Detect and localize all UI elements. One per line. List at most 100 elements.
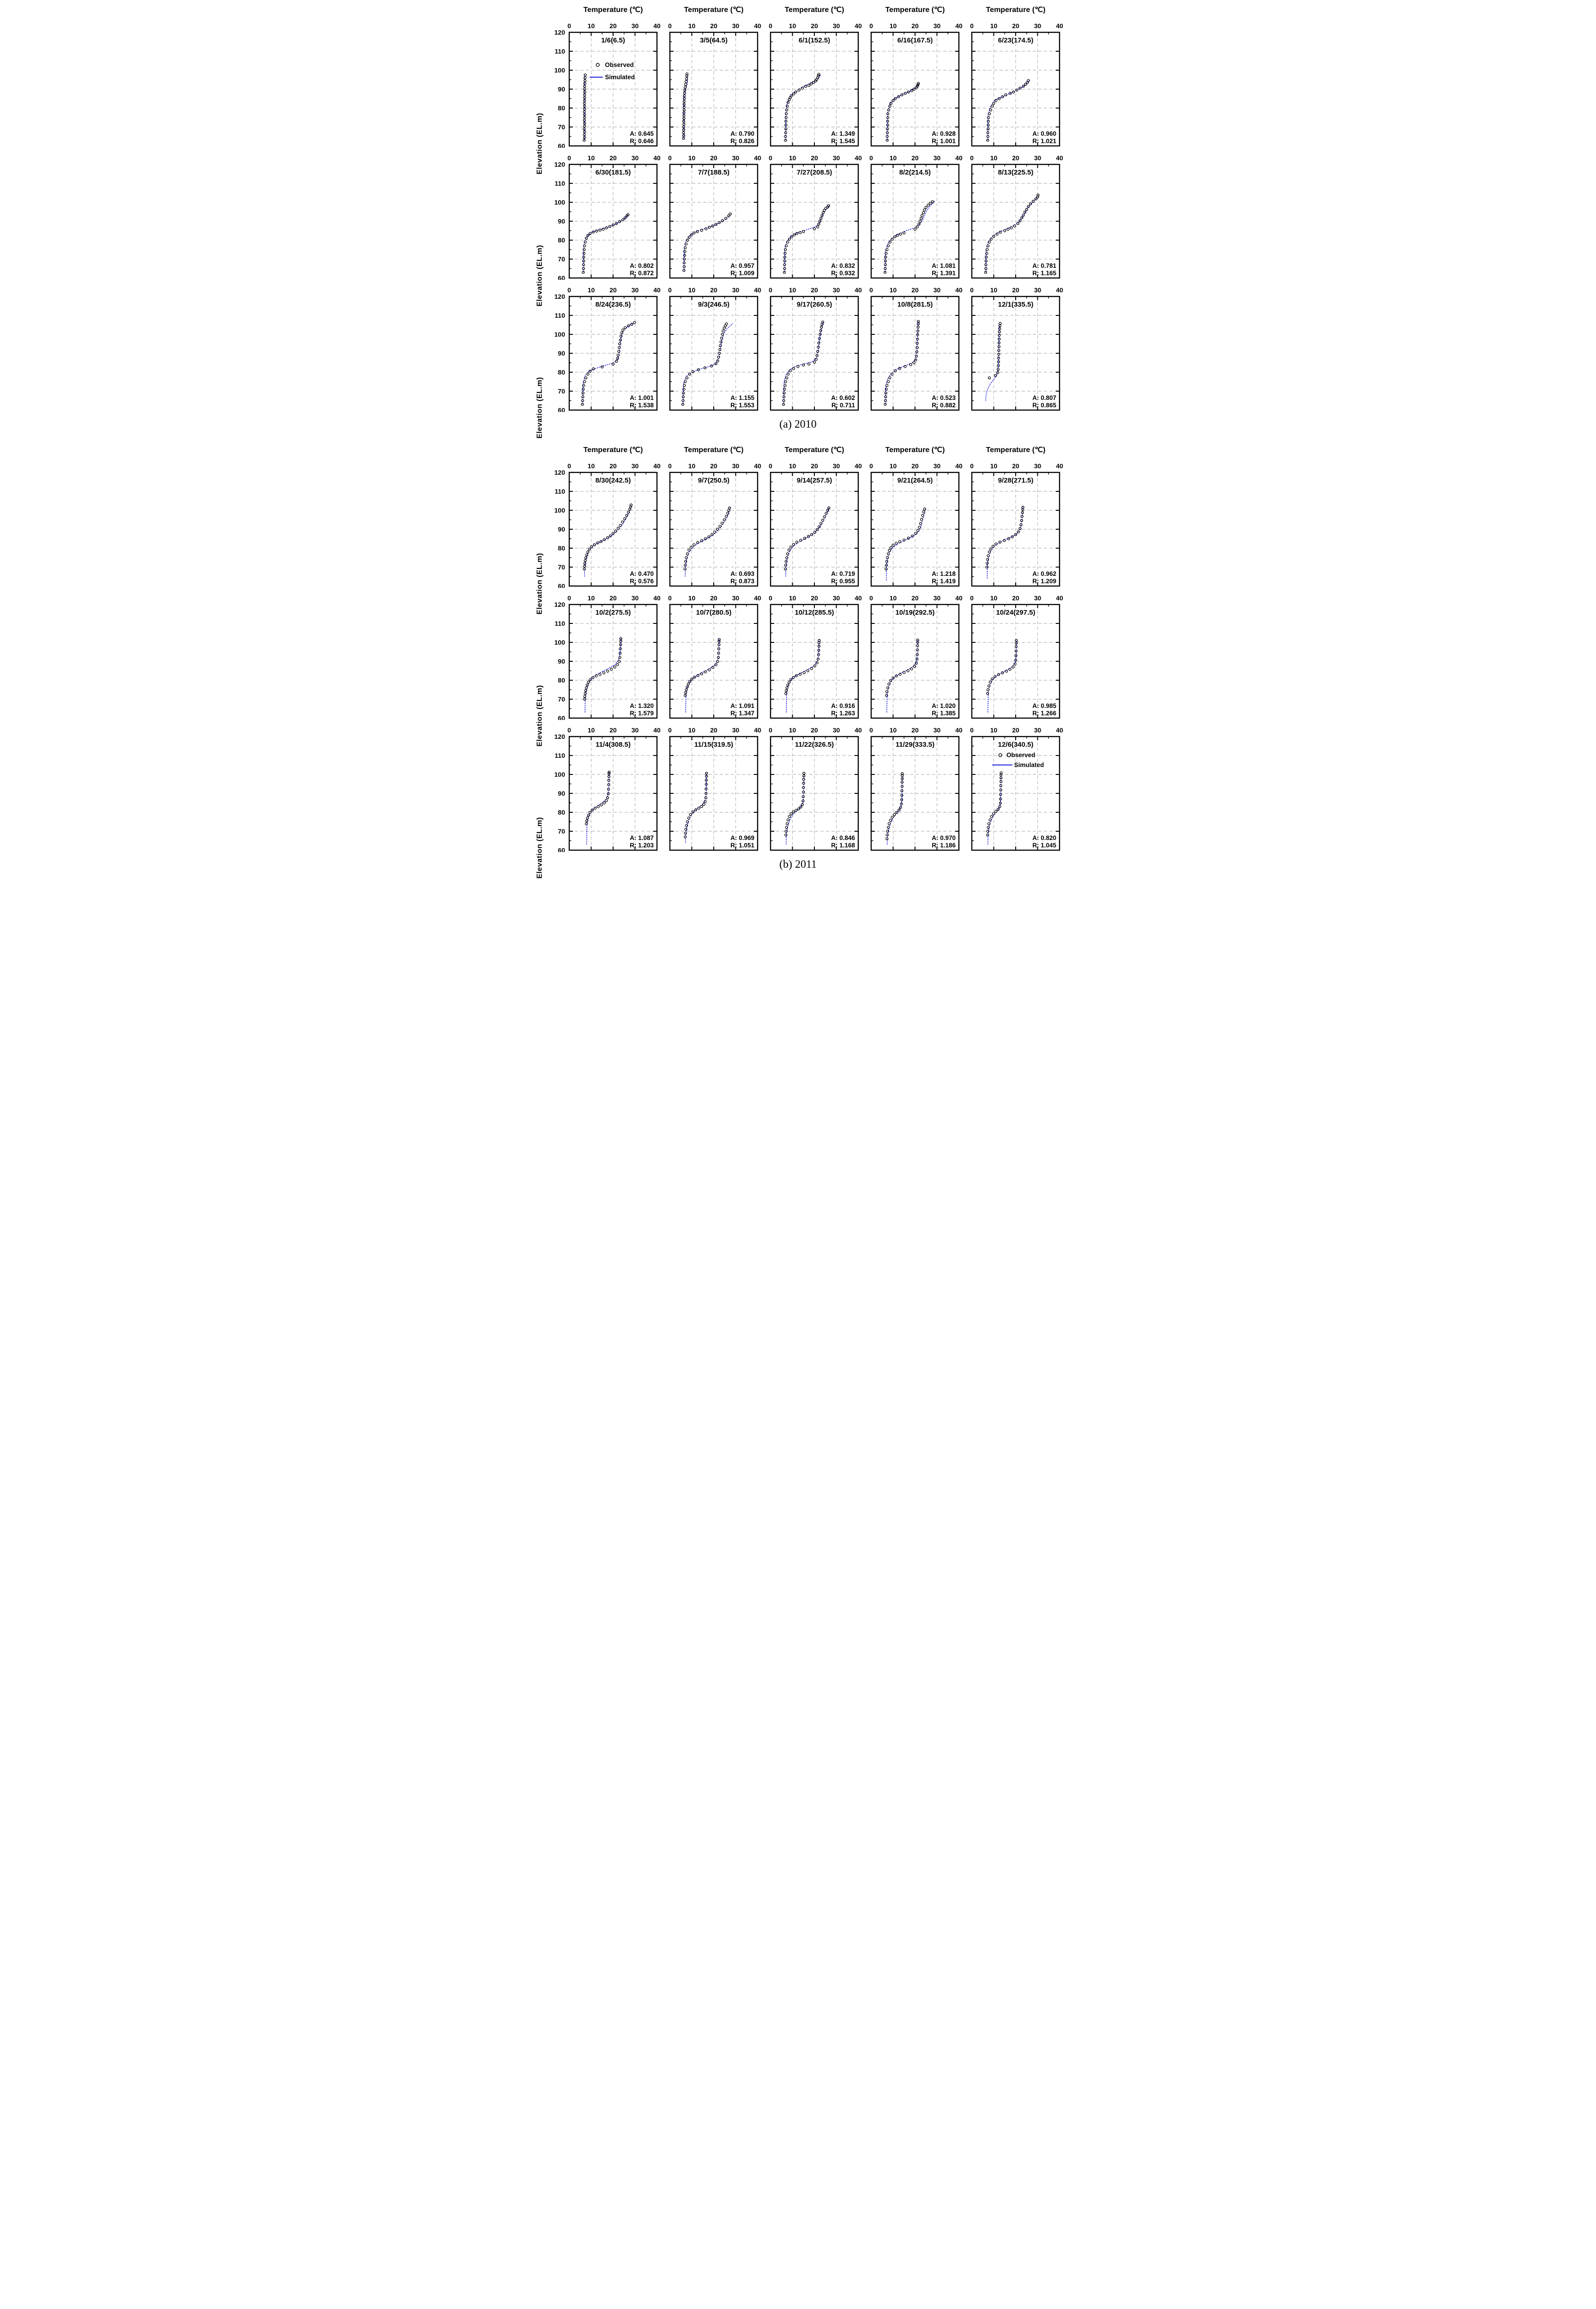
observed-point xyxy=(885,248,888,251)
observed-point xyxy=(992,235,995,238)
observed-point xyxy=(987,116,990,119)
axis-text: 80 xyxy=(558,677,565,684)
axis-text: A: 1.001 xyxy=(630,394,654,401)
axis-text: R: 0.872 xyxy=(630,270,654,277)
axis-text: Temperature (℃) xyxy=(784,6,844,14)
axis-text: 30 xyxy=(832,462,840,470)
observed-point xyxy=(786,101,789,104)
observed-point xyxy=(584,822,588,825)
observed-point xyxy=(585,553,588,556)
observed-point xyxy=(885,131,889,134)
axis-text: 10 xyxy=(889,462,897,470)
plot-frame xyxy=(971,736,1060,851)
observed-point xyxy=(999,780,1002,783)
observed-point xyxy=(918,219,921,223)
axis-text: Temperature (℃) xyxy=(986,6,1045,14)
observed-point xyxy=(784,689,788,692)
simulated-line xyxy=(886,640,918,713)
observed-point xyxy=(921,211,925,214)
observed-point xyxy=(1021,85,1025,88)
observed-point xyxy=(683,88,686,92)
observed-point xyxy=(997,338,1001,341)
axis-text: 10 xyxy=(789,286,796,294)
observed-point xyxy=(692,231,695,235)
observed-point xyxy=(685,376,688,380)
observed-point xyxy=(785,108,788,112)
observed-point xyxy=(906,669,909,672)
observed-point xyxy=(691,810,694,814)
axis-text: 3/5(64.5) xyxy=(699,36,727,44)
axis-text: R: 1.391 xyxy=(932,270,956,277)
observed-point xyxy=(994,374,997,377)
axis-text: R: 0.865 xyxy=(1032,402,1056,409)
observed-point xyxy=(682,111,686,115)
observed-point xyxy=(690,677,693,681)
observed-point xyxy=(899,802,903,806)
observed-point xyxy=(816,74,820,78)
observed-point xyxy=(583,697,586,701)
axis-text: 20 xyxy=(911,154,919,162)
observed-point xyxy=(817,649,820,652)
observed-point xyxy=(714,663,717,666)
observed-point xyxy=(986,834,989,837)
observed-point xyxy=(682,134,685,137)
axis-text: Temperature (℃) xyxy=(583,446,643,454)
observed-point xyxy=(920,518,923,521)
observed-point xyxy=(583,93,586,97)
observed-point xyxy=(588,232,591,235)
observed-point xyxy=(819,326,823,329)
plot-frame xyxy=(669,31,758,147)
observed-point xyxy=(707,668,711,671)
observed-point xyxy=(707,225,711,229)
observed-point xyxy=(584,376,587,380)
observed-point xyxy=(995,232,999,236)
observed-point xyxy=(614,529,617,533)
observed-point xyxy=(583,564,586,568)
axis-text: 10 xyxy=(587,462,595,470)
observed-point xyxy=(1002,539,1006,542)
observed-point xyxy=(1020,519,1023,522)
observed-point xyxy=(900,789,903,792)
observed-point xyxy=(681,391,685,395)
axis-text: 20 xyxy=(911,726,919,734)
observed-point xyxy=(607,770,611,774)
axis-text: 20 xyxy=(609,462,617,470)
observed-point xyxy=(784,131,787,134)
axis-text: A: 0.962 xyxy=(1032,570,1056,577)
axis-text: A: 0.645 xyxy=(630,130,654,137)
observed-point xyxy=(581,391,584,395)
observed-point xyxy=(681,395,685,399)
observed-point xyxy=(583,562,586,565)
axis-text: 30 xyxy=(631,462,638,470)
observed-point xyxy=(614,222,618,225)
simulated-line xyxy=(885,508,926,580)
observed-point xyxy=(919,522,922,525)
observed-point xyxy=(611,224,614,227)
axis-text: R: 0.882 xyxy=(932,402,956,409)
observed-point xyxy=(801,86,804,90)
observed-point xyxy=(583,113,586,116)
observed-point xyxy=(583,244,586,248)
axis-text: 70 xyxy=(558,563,565,571)
observed-point xyxy=(629,503,632,507)
axis-text: R: 0.932 xyxy=(831,270,855,277)
observed-point xyxy=(885,556,889,559)
observed-point xyxy=(885,829,889,833)
simulated-line xyxy=(586,771,609,845)
observed-point xyxy=(888,240,891,244)
axis-text: 0 xyxy=(869,594,873,602)
observed-point xyxy=(997,349,1000,352)
observed-point xyxy=(886,116,889,119)
y-axis-title: Elevation (EL.m) xyxy=(536,113,544,175)
observed-point xyxy=(582,259,585,263)
observed-point xyxy=(1014,645,1018,648)
observed-point xyxy=(685,74,688,78)
observed-point xyxy=(884,263,887,266)
observed-point xyxy=(792,233,795,236)
axis-text: 40 xyxy=(955,462,963,470)
axis-text: 120 xyxy=(554,29,565,36)
simulated-line xyxy=(784,205,830,272)
observed-point xyxy=(915,648,919,652)
observed-point xyxy=(988,550,991,554)
